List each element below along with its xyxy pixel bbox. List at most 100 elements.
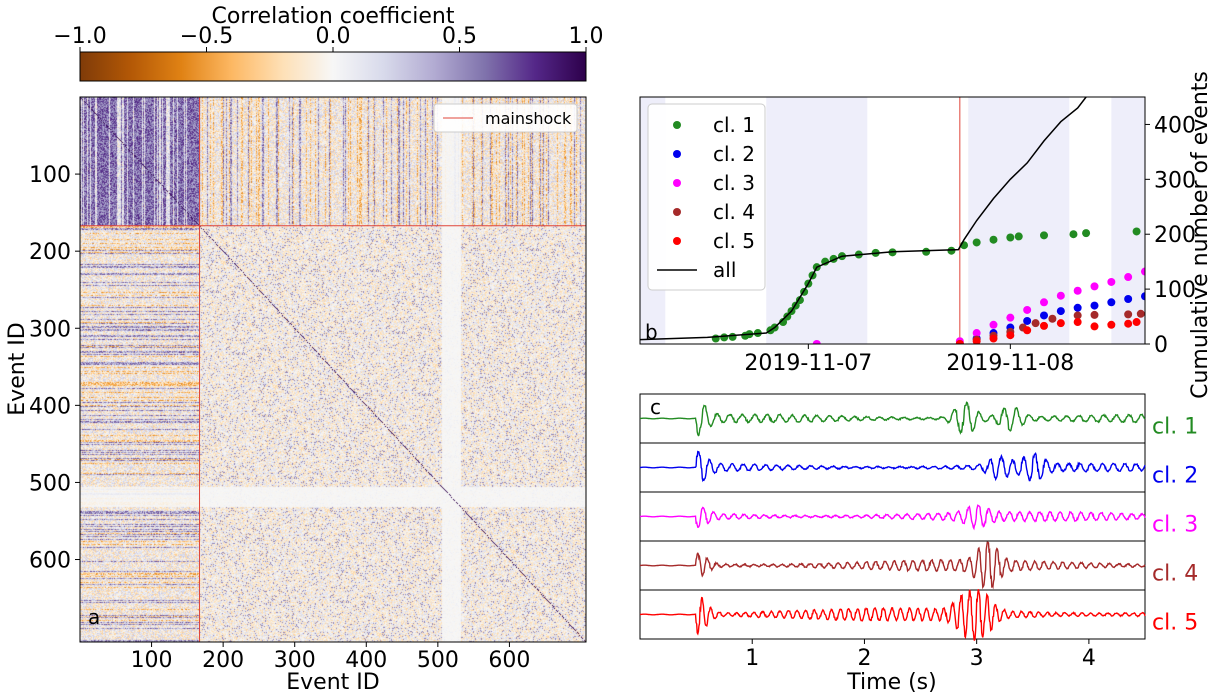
event-point	[1040, 321, 1048, 330]
y-tick-label: 300	[1154, 168, 1196, 193]
event-point	[1073, 318, 1082, 327]
event-point	[1073, 311, 1082, 320]
y-tick-label: 0	[1154, 333, 1168, 358]
colorbar-tick-label: 0.5	[442, 24, 477, 49]
colorbar-tick-label: 0.0	[316, 24, 351, 49]
event-point	[1136, 309, 1145, 318]
panel-b-frame	[639, 96, 1146, 345]
legend-label: cl. 5	[713, 229, 755, 253]
event-point	[1056, 307, 1065, 316]
event-point	[1023, 326, 1032, 335]
panel-c-xticks: 1 2 3 4	[745, 639, 1096, 671]
event-point	[1107, 277, 1116, 286]
y-tick-label: 200	[1154, 223, 1196, 248]
y-tick-label: 600	[29, 549, 71, 574]
event-point	[955, 340, 964, 344]
event-point	[1006, 313, 1015, 322]
x-tick-label: 500	[417, 648, 459, 673]
event-point	[711, 334, 720, 343]
event-point	[1090, 322, 1099, 331]
y-tick-label: 100	[29, 163, 71, 188]
event-point	[1014, 232, 1023, 241]
night-shading	[640, 97, 1145, 344]
event-point	[779, 318, 788, 327]
y-tick-label: 200	[29, 240, 71, 265]
panel-a-frame	[79, 96, 587, 643]
event-point	[1124, 273, 1133, 282]
waveform-traces: cl. 1 cl. 2 cl. 3 cl. 4 cl. 5	[639, 393, 1198, 641]
panel-a-legend: mainshock	[433, 103, 578, 133]
correlation-matrix	[80, 97, 586, 642]
panel-b-ylabel: Cumulative number of events	[1188, 71, 1213, 399]
panel-a-ylabel: Event ID	[5, 322, 30, 415]
event-point	[972, 337, 981, 344]
event-point	[1048, 314, 1057, 323]
panel-c-xlabel: Time (s)	[846, 670, 936, 695]
x-tick-label: 4	[1082, 646, 1096, 671]
legend-label: cl. 3	[713, 171, 755, 195]
x-tick-label: 400	[345, 648, 387, 673]
panel-a-yticks: 100 200 300 400 500 600	[29, 163, 80, 574]
x-tick-label: 600	[488, 648, 530, 673]
panel-b-legend: cl. 1 cl. 2 cl. 3 cl. 4 cl. 5 all	[647, 103, 766, 291]
event-point	[1073, 303, 1082, 312]
trace-label: cl. 5	[1152, 611, 1198, 636]
legend-marker	[673, 150, 681, 158]
event-point	[1040, 231, 1048, 240]
night-band	[1111, 97, 1145, 344]
event-point	[1132, 318, 1141, 327]
night-band	[766, 97, 868, 344]
mainshock-lines	[80, 97, 586, 642]
event-point	[989, 320, 998, 329]
y-tick-label: 400	[29, 394, 71, 419]
event-point	[1056, 291, 1065, 300]
trace-frame	[639, 589, 1146, 640]
waveform-line	[639, 504, 1146, 531]
event-point	[1107, 298, 1116, 307]
x-tick-label: 300	[274, 648, 316, 673]
event-point	[720, 333, 729, 342]
legend-mainshock: mainshock	[485, 109, 572, 128]
y-tick-label: 500	[29, 471, 71, 496]
event-point	[1031, 319, 1040, 328]
event-point	[783, 312, 792, 321]
legend-label: cl. 2	[713, 142, 755, 166]
legend-label: all	[713, 258, 736, 282]
waveform-line	[639, 589, 1146, 641]
legend-marker	[673, 208, 681, 216]
night-band	[968, 97, 1070, 344]
event-point	[795, 296, 804, 305]
x-tick-label: 100	[131, 648, 173, 673]
event-point	[1006, 331, 1015, 340]
event-point	[1040, 311, 1048, 320]
event-point	[1124, 294, 1133, 303]
waveform-line	[639, 401, 1146, 437]
event-point	[989, 334, 998, 343]
legend-marker	[673, 179, 681, 187]
panel-b-xticks: 2019-11-07 2019-11-08	[744, 344, 1074, 376]
event-point	[1023, 316, 1032, 325]
panel-a-label: a	[88, 605, 100, 629]
event-point	[812, 340, 821, 344]
x-tick-label: 2019-11-08	[946, 351, 1074, 376]
y-tick-label: 400	[1154, 113, 1196, 138]
event-point	[1090, 282, 1099, 291]
event-point	[1132, 227, 1141, 236]
panel-b: 2019-11-07 2019-11-08 0 100 200 300 400 Cumul…	[639, 71, 1213, 399]
panel-a: 100 200 300 400 500 600 100 200 300 400 500 600 Ev…	[5, 96, 587, 695]
event-point	[1073, 286, 1082, 295]
event-point	[1069, 230, 1078, 239]
panel-c-label: c	[650, 395, 661, 419]
event-point	[728, 332, 737, 341]
trace-label: cl. 1	[1152, 415, 1198, 440]
event-point	[989, 235, 998, 244]
panel-b-label: b	[645, 320, 658, 344]
event-point	[1023, 305, 1032, 314]
y-tick-label: 100	[1154, 278, 1196, 303]
x-tick-label: 3	[970, 646, 984, 671]
waveform-line	[639, 450, 1146, 483]
event-point	[1082, 229, 1091, 238]
event-point	[1056, 319, 1065, 328]
